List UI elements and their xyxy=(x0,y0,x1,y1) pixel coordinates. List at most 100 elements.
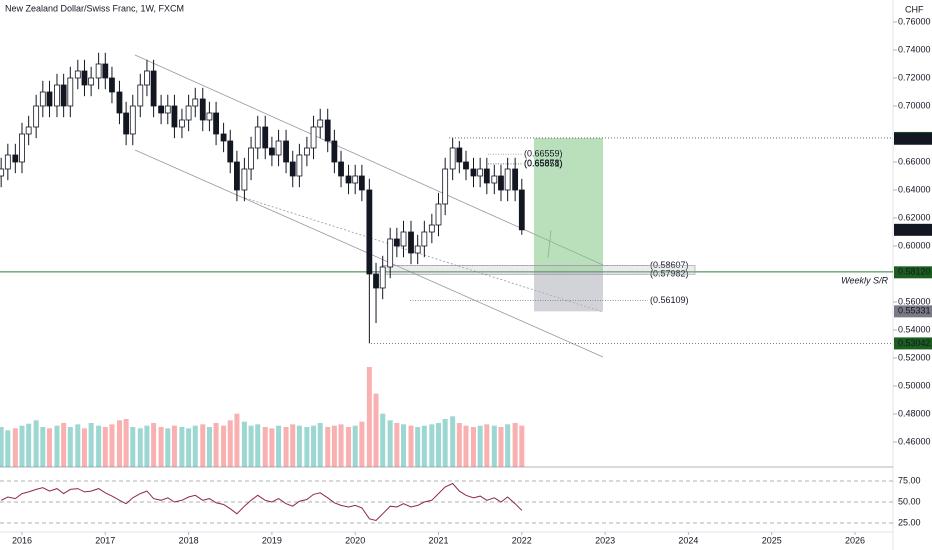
candle-body xyxy=(123,112,130,135)
volume-bar xyxy=(206,427,212,467)
volume-bar xyxy=(54,425,60,467)
volume-bar xyxy=(96,425,102,467)
annotation-label: (0.58607) xyxy=(650,260,689,270)
volume-bar xyxy=(463,425,469,467)
volume-bar xyxy=(498,427,504,467)
candle-body xyxy=(241,168,248,191)
volume-bar xyxy=(429,424,435,467)
candle-body xyxy=(39,91,46,107)
volume-bar xyxy=(26,423,32,467)
support-label: Weekly S/R xyxy=(841,275,888,285)
volume-bar xyxy=(373,393,379,467)
volume-bar xyxy=(61,423,67,467)
volume-bar xyxy=(137,428,143,467)
candle-body xyxy=(373,273,379,289)
candle-body xyxy=(81,70,88,86)
candle-body xyxy=(393,238,400,247)
candle-body xyxy=(102,63,109,79)
range-box xyxy=(381,265,696,275)
x-tick-label: 2019 xyxy=(262,535,282,545)
candle-body xyxy=(366,189,373,275)
candle-body xyxy=(275,140,282,156)
volume-bar xyxy=(394,423,400,467)
currency-label: CHF xyxy=(905,4,924,14)
candle-body xyxy=(421,231,428,247)
volume-bar xyxy=(116,420,122,467)
x-tick-label: 2023 xyxy=(595,535,615,545)
y-tick-label: 0.50000 xyxy=(898,380,931,390)
volume-bar xyxy=(234,413,240,467)
volume-bar xyxy=(75,424,81,467)
candle-body xyxy=(518,189,525,231)
candle-body xyxy=(254,126,261,149)
volume-bar xyxy=(255,424,261,467)
annotation-label: (0.57982) xyxy=(650,269,689,279)
channel-upper xyxy=(134,54,604,266)
volume-bar xyxy=(519,425,525,467)
volume-bar xyxy=(227,420,233,467)
candle-body xyxy=(60,84,67,107)
volume-bar xyxy=(241,421,247,467)
volume-bar xyxy=(46,428,52,467)
volume-bar xyxy=(102,427,108,467)
candle-body xyxy=(129,105,136,135)
volume-bar xyxy=(248,425,254,467)
volume-bar xyxy=(366,367,372,467)
volume-bar xyxy=(130,427,136,467)
candle-body xyxy=(387,238,394,268)
volume-bar xyxy=(325,427,331,467)
y-tick-label: 0.74000 xyxy=(898,44,931,54)
chart-title: New Zealand Dollar/Swiss Franc, 1W, FXCM xyxy=(5,3,184,13)
price-label-bg xyxy=(894,305,932,318)
volume-bar xyxy=(415,427,421,467)
volume-bar xyxy=(456,423,462,467)
candle-body xyxy=(338,161,344,177)
candle-body xyxy=(491,175,498,184)
price-label: 0.53042 xyxy=(898,338,931,348)
volume-bar xyxy=(221,425,227,467)
candle-body xyxy=(428,224,435,233)
y-tick-label: 0.54000 xyxy=(898,324,931,334)
volume-bar xyxy=(67,427,73,467)
y-tick-label: 0.76000 xyxy=(898,16,931,26)
volume-bar xyxy=(331,425,337,467)
candle-body xyxy=(289,161,296,177)
volume-bar xyxy=(81,428,87,467)
y-tick-label: 0.62000 xyxy=(898,212,931,222)
y-tick-label: 0.48000 xyxy=(898,408,931,418)
candle-body xyxy=(206,112,213,121)
x-tick-label: 2017 xyxy=(95,535,115,545)
candle-body xyxy=(213,112,219,135)
stop-zone xyxy=(534,272,603,312)
volume-bar xyxy=(304,427,310,467)
volume-bar xyxy=(352,425,358,467)
volume-bar xyxy=(276,425,282,467)
candle-body xyxy=(352,175,359,184)
volume-bar xyxy=(151,423,157,467)
price-label-bg xyxy=(894,132,932,145)
volume-bar xyxy=(470,427,476,467)
price-label: 0.61155 xyxy=(898,224,930,234)
volume-bar xyxy=(192,425,198,467)
volume-bar xyxy=(33,420,39,467)
candle-body xyxy=(456,147,463,163)
y-tick-label: 0.46000 xyxy=(898,436,931,446)
rsi-tick-label: 75.00 xyxy=(898,475,921,485)
candle-body xyxy=(33,105,40,128)
candle-body xyxy=(67,77,74,107)
price-label-bg xyxy=(894,337,932,350)
y-tick-label: 0.60000 xyxy=(898,240,931,250)
price-label: 0.55331 xyxy=(898,306,931,316)
candle-body xyxy=(477,168,484,177)
volume-bar xyxy=(12,428,18,467)
candle-body xyxy=(331,140,338,163)
candle-body xyxy=(4,154,11,170)
volume-bar xyxy=(317,423,323,467)
candle-body xyxy=(504,168,511,191)
volume-bar xyxy=(387,420,393,467)
volume-bar xyxy=(269,428,275,467)
annotation-label: (0.65878) xyxy=(524,158,563,168)
x-tick-label: 2021 xyxy=(428,535,448,545)
price-label: 0.67660 xyxy=(898,133,931,143)
